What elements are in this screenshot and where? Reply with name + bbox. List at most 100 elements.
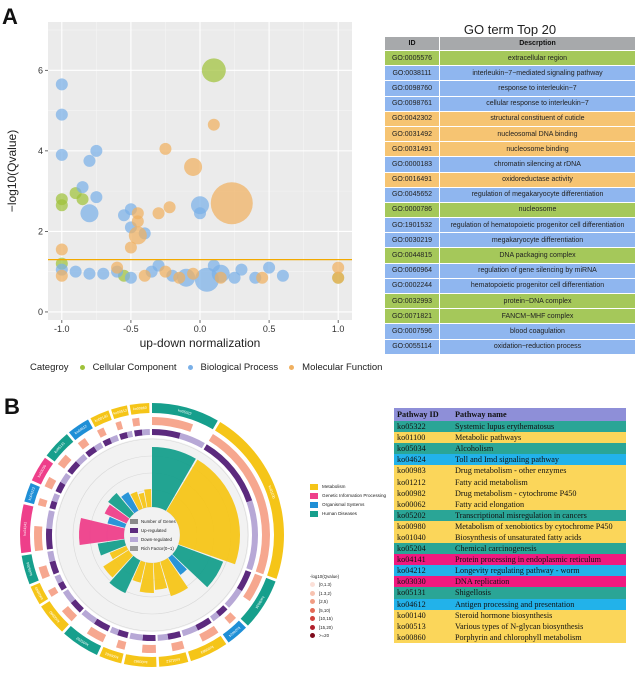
table-row: ko01100 Metabolic pathways [394,432,626,444]
go-desc-cell: nucleosomal DNA binding [439,125,636,143]
go-id-cell: GO:0098760 [384,80,440,97]
pathway-name-cell: Protein processing in endoplasmic reticu… [455,555,601,565]
legend-cc: Cellular Component [92,362,177,373]
bar-legend-swatch [130,546,138,551]
pathway-id-cell: ko00140 [397,610,426,620]
bubble-point [128,226,147,245]
down-regulated-bar [129,632,143,641]
pathway-class-segment [64,626,102,655]
rich-factor-bar [103,550,133,578]
down-regulated-bar [51,493,61,503]
go-desc-cell: response to interleukin−7 [439,80,636,97]
down-regulated-bar [210,611,220,622]
up-regulated-bar [203,444,253,503]
pathway-id-label: ko05034 [254,595,265,609]
pathway-id-label: ko05202 [76,636,90,647]
bubble-point [163,201,176,214]
table-row: ko01212 Fatty acid metabolism [394,476,626,488]
pathway-id-cell: ko05202 [397,510,426,520]
go-id-cell: GO:0030219 [384,232,440,249]
go-desc-cell: structural constituent of cuticle [439,110,636,127]
go-id-cell: GO:0038111 [384,65,440,82]
bubble-point [173,271,186,284]
pathway-class-segment [46,434,74,462]
x-tick-label: 0.5 [263,324,276,334]
rich-factor-bar [144,489,152,508]
table-row: ko04141 Protein processing in endoplasmic… [394,554,626,566]
class-legend-label: Genetic Information Processing [322,493,387,498]
go-desc-cell: oxidoreductase activity [439,171,636,188]
pathway-class-segment [222,620,247,643]
go-desc-cell: regulation of hematopoietic progenitor c… [439,217,636,234]
pathway-name-cell: Steroid hormone biosynthesis [455,610,553,620]
go-id-cell: GO:0098761 [384,95,440,112]
down-regulated-bar [54,574,64,584]
pathway-id-label: ko01212 [166,657,180,663]
bubble-point [276,269,289,282]
pathway-id-cell: ko05322 [397,422,426,432]
go-desc-cell: cellular response to interleukin−7 [439,95,636,112]
bubble-point [152,207,165,220]
table-row: GO:0060964 regulation of gene silencing b… [384,262,636,279]
bubble-point [90,144,103,157]
up-regulated-bar [195,617,212,631]
pathway-name-cell: Various types of N-glycan biosynthesis [455,621,584,631]
pathway-class-segment [90,410,112,428]
pathway-id-cell: ko04212 [397,566,426,576]
table-row: ko00140 Steroid hormone biosynthesis [394,609,626,621]
table-row: ko05131 Shigellosis [394,587,626,599]
up-regulated-bar [93,618,111,632]
rich-factor-bar [130,491,143,511]
rich-factor-bar [168,554,187,575]
pathway-id-label: ko04141 [23,522,28,536]
pathway-class-segment [99,646,124,664]
pathway-id-cell: ko04141 [397,555,426,565]
bubble-point [69,265,82,278]
pathway-id-label: ko05204 [26,562,34,576]
table-row: ko03030 DNA replication [394,576,626,588]
x-tick-label: -0.5 [123,324,139,334]
rich-factor-bar [107,516,127,528]
down-regulated-bar [60,472,71,485]
table-row: ko00980 Metabolism of xenobiotics by cyto… [394,520,626,532]
pathway-name-cell: Porphyrin and chlorophyll metabolism [455,632,582,642]
table-row: GO:0016491 oxidoreductase activity [384,171,636,188]
class-legend-label: Organismal Systems [322,502,365,507]
gene-count-bar [152,417,194,432]
up-regulated-bar [167,631,182,640]
pathway-id-cell: ko01212 [397,477,426,487]
table-row: ko05322 Systemic lupus erythematosus [394,421,626,433]
q-label: [0,1.3) [319,582,332,588]
bubble-point [187,267,200,280]
pathway-id-label: ko00513 [113,408,127,415]
bubble-point [55,269,68,282]
bubble-point [90,191,103,204]
gene-count-bar [47,586,59,597]
pathway-class-segment [21,554,39,585]
pathway-id-cell: ko00983 [397,466,426,476]
go-id-cell: GO:0031492 [384,125,440,143]
up-regulated-bar [67,461,81,475]
pathway-name-cell: Fatty acid elongation [455,499,525,509]
table-row: GO:0032993 protein−DNA complex [384,292,636,310]
gene-count-bar [141,644,157,653]
q-swatch [310,616,315,622]
pathway-name-cell: Drug metabolism - cytochrome P450 [455,488,577,498]
legend-mf: Molecular Function [302,362,383,373]
pathway-id-label: ko04624 [228,626,241,638]
bubble-point [97,267,110,280]
up-regulated-bar [142,634,156,641]
pathway-id-cell: ko04624 [397,455,426,465]
go-term-table: ID Descrption GO:0005576 extracellular re… [384,36,636,355]
gene-count-bar [33,526,44,552]
table-row: GO:0031492 nucleosomal DNA binding [384,125,636,143]
bubble-point [76,193,89,206]
table-row: GO:0038111 interleukin−7−mediated signali… [384,65,636,82]
q-swatch [310,607,315,613]
pathway-name-cell: Fatty acid metabolism [455,477,528,487]
go-desc-cell: oxidation−reduction process [439,338,636,355]
go-desc-cell: DNA packaging complex [439,247,636,264]
pathway-id-cell: ko00860 [397,632,426,642]
rich-factor-bar [132,560,146,583]
pathway-name-cell: Longevity regulating pathway - worm [455,566,580,576]
